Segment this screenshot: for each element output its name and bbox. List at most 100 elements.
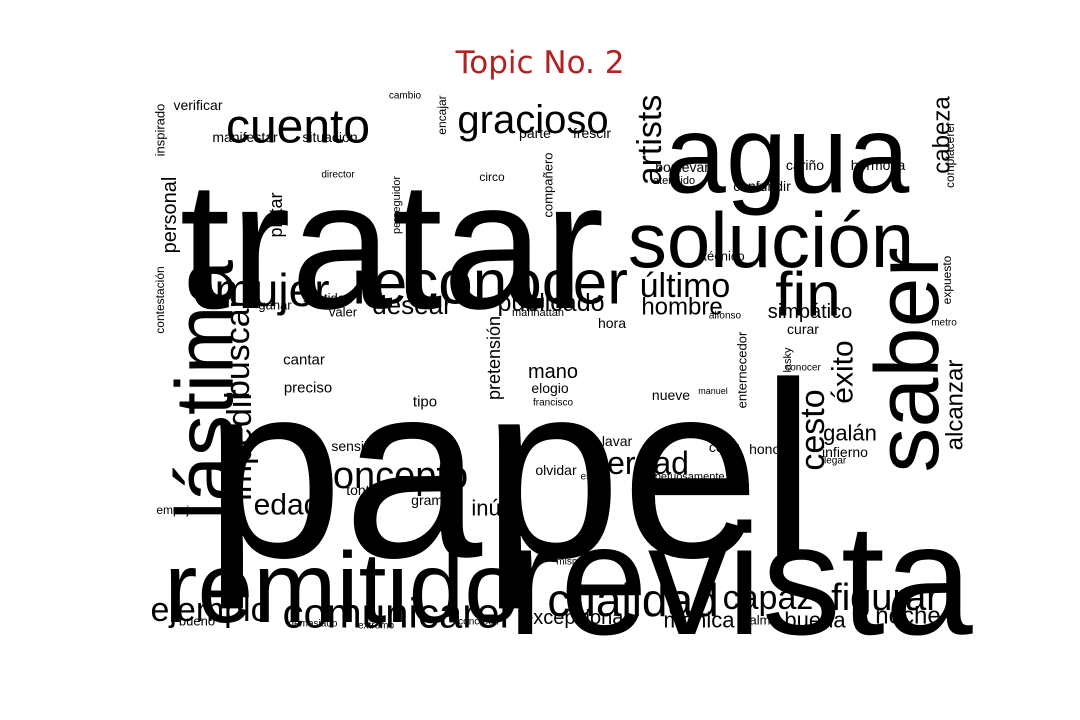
cloud-word: manuel [698, 386, 728, 396]
cloud-word: preciso [284, 380, 332, 397]
cloud-word: capaz [723, 579, 814, 617]
cloud-word: inspirado [153, 104, 168, 157]
cloud-word: simpático [768, 301, 852, 323]
cloud-word: gramo [411, 492, 451, 508]
cloud-word: papel [204, 331, 816, 610]
cloud-word: inútil [471, 496, 516, 521]
cloud-word: remitido [164, 532, 520, 644]
cloud-word: llegar [822, 456, 847, 467]
cloud-word: concretar [458, 617, 500, 628]
chart-title: Topic No. 2 [455, 45, 625, 81]
cloud-word: demasiado [289, 619, 338, 630]
cloud-word: sentido [303, 291, 345, 306]
cloud-word: excepcional [522, 607, 628, 629]
cloud-word: edad [254, 489, 321, 522]
cloud-word: revista [507, 492, 972, 668]
cloud-word: olvidar [535, 462, 577, 478]
cloud-word: técnico [703, 249, 744, 264]
cloud-word: hombre [641, 294, 722, 321]
cloud-word: mujer [214, 264, 329, 316]
cloud-word: director [321, 170, 355, 181]
cloud-word: gracioso [457, 98, 608, 142]
cloud-word: cuento [226, 101, 370, 154]
cloud-word: bueno [179, 614, 215, 629]
cloud-word: alcanzar [942, 360, 969, 451]
cloud-word: confundir [733, 178, 791, 194]
cloud-word: galán [823, 421, 877, 446]
cloud-word: artists [631, 95, 669, 186]
cloud-word: publicado [497, 289, 604, 317]
cloud-word: sensible [331, 438, 383, 454]
cloud-word: boulevard [655, 159, 717, 175]
cloud-word: hora [598, 315, 626, 331]
cloud-word: enternecedor [735, 331, 750, 408]
cloud-word: frescir [573, 125, 611, 141]
cloud-word: color [709, 439, 740, 455]
cloud-word: perseguidor [391, 176, 403, 234]
cloud-word: manifestar [212, 129, 278, 145]
cloud-word: buena [784, 608, 846, 633]
cloud-word: mónica [664, 608, 736, 633]
cloud-word: conocer [785, 363, 821, 374]
cloud-word: expuesto [940, 255, 954, 304]
cloud-word: tratar [180, 143, 605, 347]
cloud-word: valer [329, 305, 358, 320]
cloud-word: palma [742, 613, 778, 628]
cloud-word: cantar [283, 352, 325, 369]
cloud-word: tipo [413, 394, 437, 411]
cloud-word: alfonso [709, 311, 742, 322]
cloud-word: infierno [822, 444, 868, 460]
cloud-word: lasky [782, 347, 794, 373]
cloud-word: situación [302, 129, 357, 145]
cloud-word: lástima [160, 260, 251, 520]
cloud-word: platar [266, 192, 286, 237]
cloud-word: fin [775, 261, 840, 330]
cloud-word: parte [519, 125, 551, 141]
cloud-word: cabeza [929, 96, 956, 174]
cloud-word: cambio [389, 91, 422, 102]
cloud-word: respetuosamente [640, 471, 725, 483]
cloud-word: circo [479, 170, 505, 184]
cloud-word: impedir [221, 389, 259, 500]
cloud-word: atendido [653, 175, 695, 187]
cloud-word: curar [787, 321, 819, 337]
cloud-word: mano [528, 361, 578, 383]
cloud-word: verificar [173, 97, 222, 113]
cloud-word: reconocer [352, 249, 628, 318]
cloud-word: último [640, 267, 731, 305]
cloud-word: tontería [346, 482, 394, 498]
cloud-word: cualidad [547, 574, 718, 626]
cloud-word: hermosa [851, 157, 906, 173]
cloud-word: metro [931, 318, 957, 329]
cloud-word: agua [665, 94, 911, 217]
cloud-word: saber [858, 247, 958, 472]
cloud-word: cariño [786, 157, 824, 173]
cloud-word: mismo [556, 557, 586, 568]
cloud-word: honor [749, 441, 785, 457]
cloud-word: desear [372, 290, 452, 320]
cloud-word: encajar [435, 95, 449, 134]
cloud-word: figurar [831, 577, 939, 619]
cloud-word: nueve [652, 387, 690, 403]
cloud-word: concepto [314, 455, 468, 497]
cloud-word: solución [628, 196, 914, 284]
cloud-word: comunicarer [282, 590, 513, 637]
cloud-word: éxito [827, 340, 860, 403]
cloud-word: empujar [156, 503, 199, 517]
cloud-word: verdad [591, 445, 689, 481]
cloud-word: contestación [153, 266, 167, 333]
cloud-word: lavar [602, 433, 633, 449]
cloud-word: pretensión [484, 316, 504, 400]
cloud-word: cesto [794, 389, 832, 470]
cloud-word: ganar [258, 298, 292, 313]
cloud-word: elogio [531, 380, 569, 396]
cloud-word: buscar [219, 297, 257, 399]
cloud-word: ejemplo [150, 591, 269, 629]
cloud-word: manhattan [512, 307, 564, 319]
cloud-word: extremo [358, 621, 395, 632]
cloud-word: personal [159, 177, 181, 254]
cloud-word: este [581, 472, 600, 483]
cloud-word: compañero [541, 152, 556, 217]
cloud-word: francisco [533, 398, 573, 409]
